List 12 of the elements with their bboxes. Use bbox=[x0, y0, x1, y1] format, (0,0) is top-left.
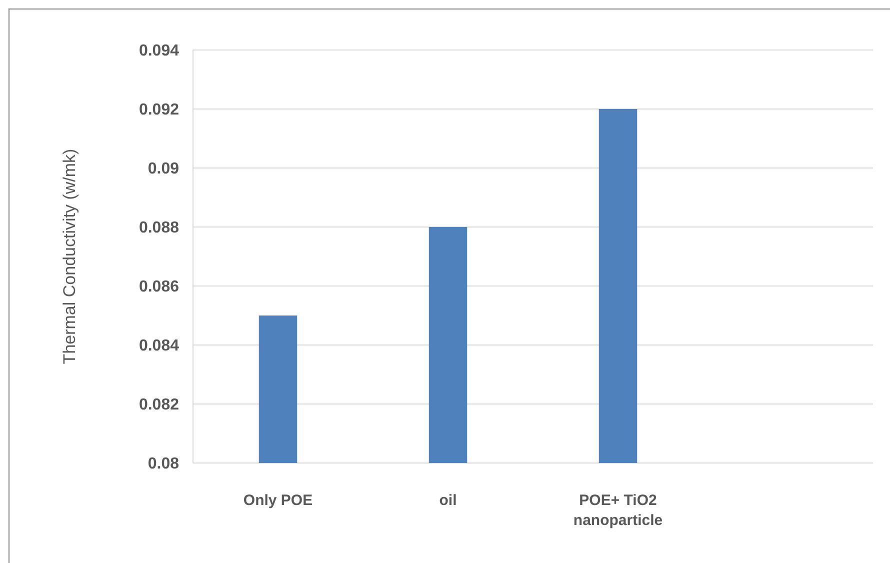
y-axis-title: Thermal Conductivity (w/mk) bbox=[60, 148, 79, 364]
y-tick-label: 0.092 bbox=[138, 102, 180, 119]
y-tick-label: 0.084 bbox=[138, 338, 180, 355]
y-tick-label: 0.094 bbox=[138, 42, 180, 60]
y-tick-label: 0.08 bbox=[148, 456, 180, 473]
x-tick-label: POE+ TiO2 nanoparticle bbox=[573, 492, 663, 529]
y-tick-label: 0.088 bbox=[138, 220, 180, 237]
x-tick-label: Only POE bbox=[243, 492, 313, 509]
y-tick-label: 0.09 bbox=[148, 160, 180, 178]
y-tick-label: 0.086 bbox=[138, 278, 180, 296]
x-tick-label: oil bbox=[439, 492, 457, 509]
y-tick-label: 0.082 bbox=[138, 396, 180, 414]
